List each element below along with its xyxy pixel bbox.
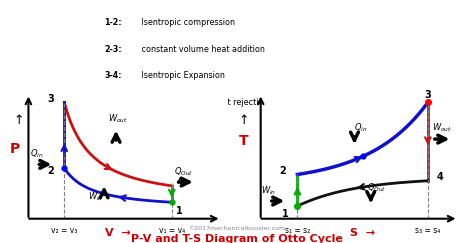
Text: s₁ = s₂: s₁ = s₂ bbox=[285, 226, 310, 235]
Text: 2-3:: 2-3: bbox=[104, 45, 122, 54]
Text: 3: 3 bbox=[47, 94, 54, 104]
Text: P-V and T-S Diagram of Otto Cycle: P-V and T-S Diagram of Otto Cycle bbox=[131, 234, 343, 243]
Text: 4: 4 bbox=[437, 172, 444, 182]
Text: s₃ = s₄: s₃ = s₄ bbox=[415, 226, 440, 235]
Text: Constant volume heat rejection: Constant volume heat rejection bbox=[139, 98, 269, 107]
Text: $W_{in}$: $W_{in}$ bbox=[261, 184, 276, 197]
Text: Isentropic compression: Isentropic compression bbox=[139, 18, 235, 27]
Text: 1-2:: 1-2: bbox=[104, 18, 122, 27]
Text: 4-1:: 4-1: bbox=[104, 98, 122, 107]
Text: $Q_{in}$: $Q_{in}$ bbox=[355, 121, 368, 134]
Text: S  →: S → bbox=[350, 228, 375, 238]
Text: Isentropic Expansion: Isentropic Expansion bbox=[139, 71, 225, 80]
Text: $Q_{in}$: $Q_{in}$ bbox=[30, 148, 44, 160]
Text: 4: 4 bbox=[176, 177, 183, 187]
Text: v₁ = v₄: v₁ = v₄ bbox=[159, 226, 185, 235]
Text: constant volume heat addition: constant volume heat addition bbox=[139, 45, 265, 54]
Text: V  →: V → bbox=[105, 228, 131, 238]
Text: ©2017mechanicalbooster.com: ©2017mechanicalbooster.com bbox=[189, 226, 285, 231]
Text: T: T bbox=[238, 134, 248, 148]
Text: $Q_{Out}$: $Q_{Out}$ bbox=[367, 182, 386, 194]
Text: $W_{in}$: $W_{in}$ bbox=[88, 191, 103, 203]
Text: $Q_{Out}$: $Q_{Out}$ bbox=[174, 165, 193, 178]
Text: 3-4:: 3-4: bbox=[104, 71, 122, 80]
Text: 2: 2 bbox=[47, 166, 54, 176]
Text: ↑: ↑ bbox=[13, 114, 24, 127]
Text: $W_{out}$: $W_{out}$ bbox=[432, 121, 452, 134]
Text: 1: 1 bbox=[176, 206, 183, 216]
Text: 1: 1 bbox=[282, 209, 289, 219]
Text: P: P bbox=[9, 142, 19, 156]
Text: v₂ = v₃: v₂ = v₃ bbox=[51, 226, 77, 235]
Text: $W_{out}$: $W_{out}$ bbox=[108, 113, 128, 125]
Text: 3: 3 bbox=[424, 90, 431, 100]
Text: ↑: ↑ bbox=[238, 114, 249, 127]
Text: 2: 2 bbox=[280, 166, 286, 176]
